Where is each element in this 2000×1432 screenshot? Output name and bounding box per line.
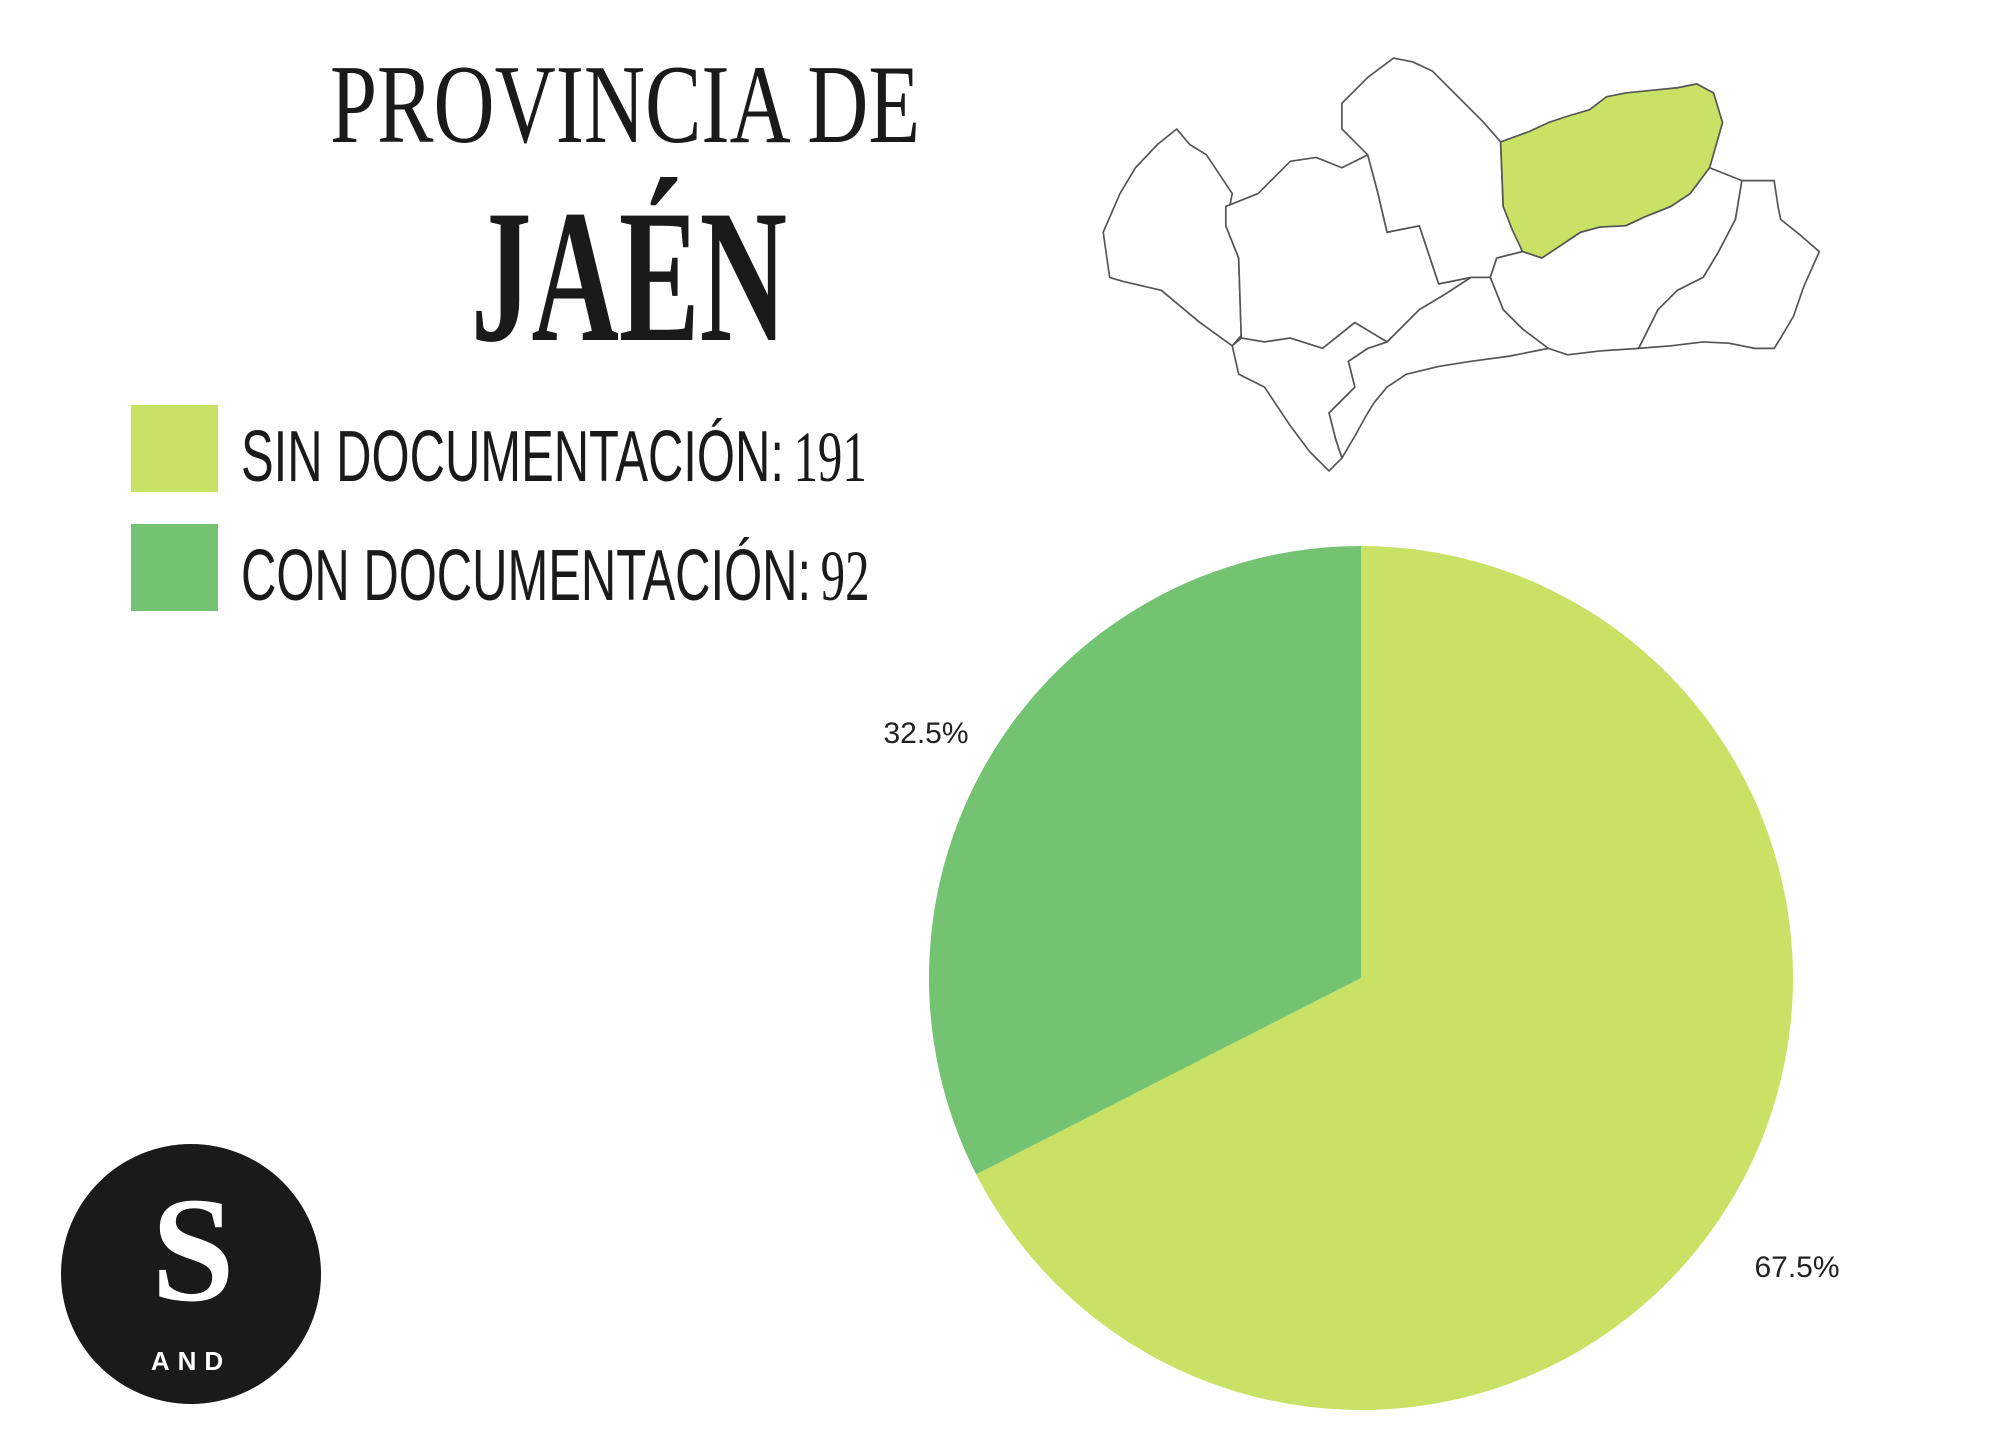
legend-swatch-sin-documentacion — [131, 405, 218, 492]
legend: SIN DOCUMENTACIÓN: 191 CON DOCUMENTACIÓN:… — [131, 405, 870, 616]
logo-subtext: AND — [151, 1346, 231, 1376]
legend-swatch-con-documentacion — [131, 524, 218, 611]
pie-slice-sin-documentaci-n — [976, 546, 1793, 1411]
logo-letter: S — [151, 1167, 234, 1333]
province-almeria — [1637, 179, 1821, 350]
pie-chart — [928, 546, 1793, 1411]
legend-label-con-documentacion: CON DOCUMENTACIÓN: — [241, 536, 811, 617]
legend-value-con-documentacion: 92 — [821, 537, 870, 617]
legend-label-sin-documentacion: SIN DOCUMENTACIÓN: — [241, 417, 784, 498]
logo: S AND — [61, 1144, 321, 1404]
legend-value-sin-documentacion: 191 — [793, 418, 866, 498]
title-line-1: PROVINCIA DE — [330, 43, 920, 167]
pie-label-con-documentacion: 32.5% — [883, 717, 968, 750]
province-huelva — [1102, 128, 1243, 347]
province-malaga — [1328, 276, 1550, 459]
logo-circle — [61, 1144, 321, 1404]
legend-item-con-documentacion: CON DOCUMENTACIÓN: 92 — [241, 536, 870, 617]
province-cadiz — [1231, 321, 1388, 472]
pie-label-sin-documentacion: 67.5% — [1754, 1251, 1839, 1284]
title-line-2: JAÉN — [471, 172, 787, 382]
pie-slice-con-documentaci-n — [928, 546, 1361, 1175]
legend-item-sin-documentacion: SIN DOCUMENTACIÓN: 191 — [241, 417, 867, 498]
andalucia-map — [1102, 57, 1821, 472]
